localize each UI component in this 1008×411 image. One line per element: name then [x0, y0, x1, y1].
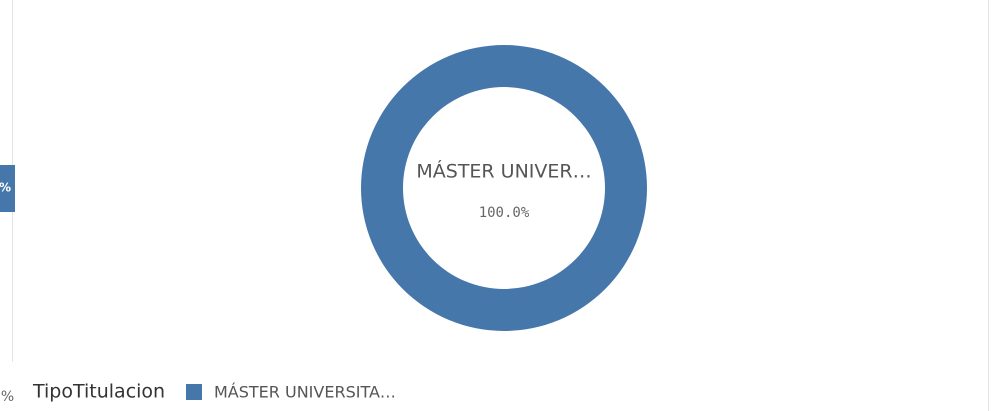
legend-swatch	[186, 384, 202, 400]
legend-label: MÁSTER UNIVERSITA…	[214, 383, 396, 402]
slice	[361, 45, 647, 331]
side-label: %	[0, 181, 11, 195]
value-label: 100.0%	[479, 205, 530, 221]
center-label: MÁSTER UNIVER…	[416, 160, 591, 183]
side-label: 0%	[0, 389, 14, 405]
side-bar	[0, 165, 15, 212]
legend-title: TipoTitulacion	[32, 381, 165, 403]
